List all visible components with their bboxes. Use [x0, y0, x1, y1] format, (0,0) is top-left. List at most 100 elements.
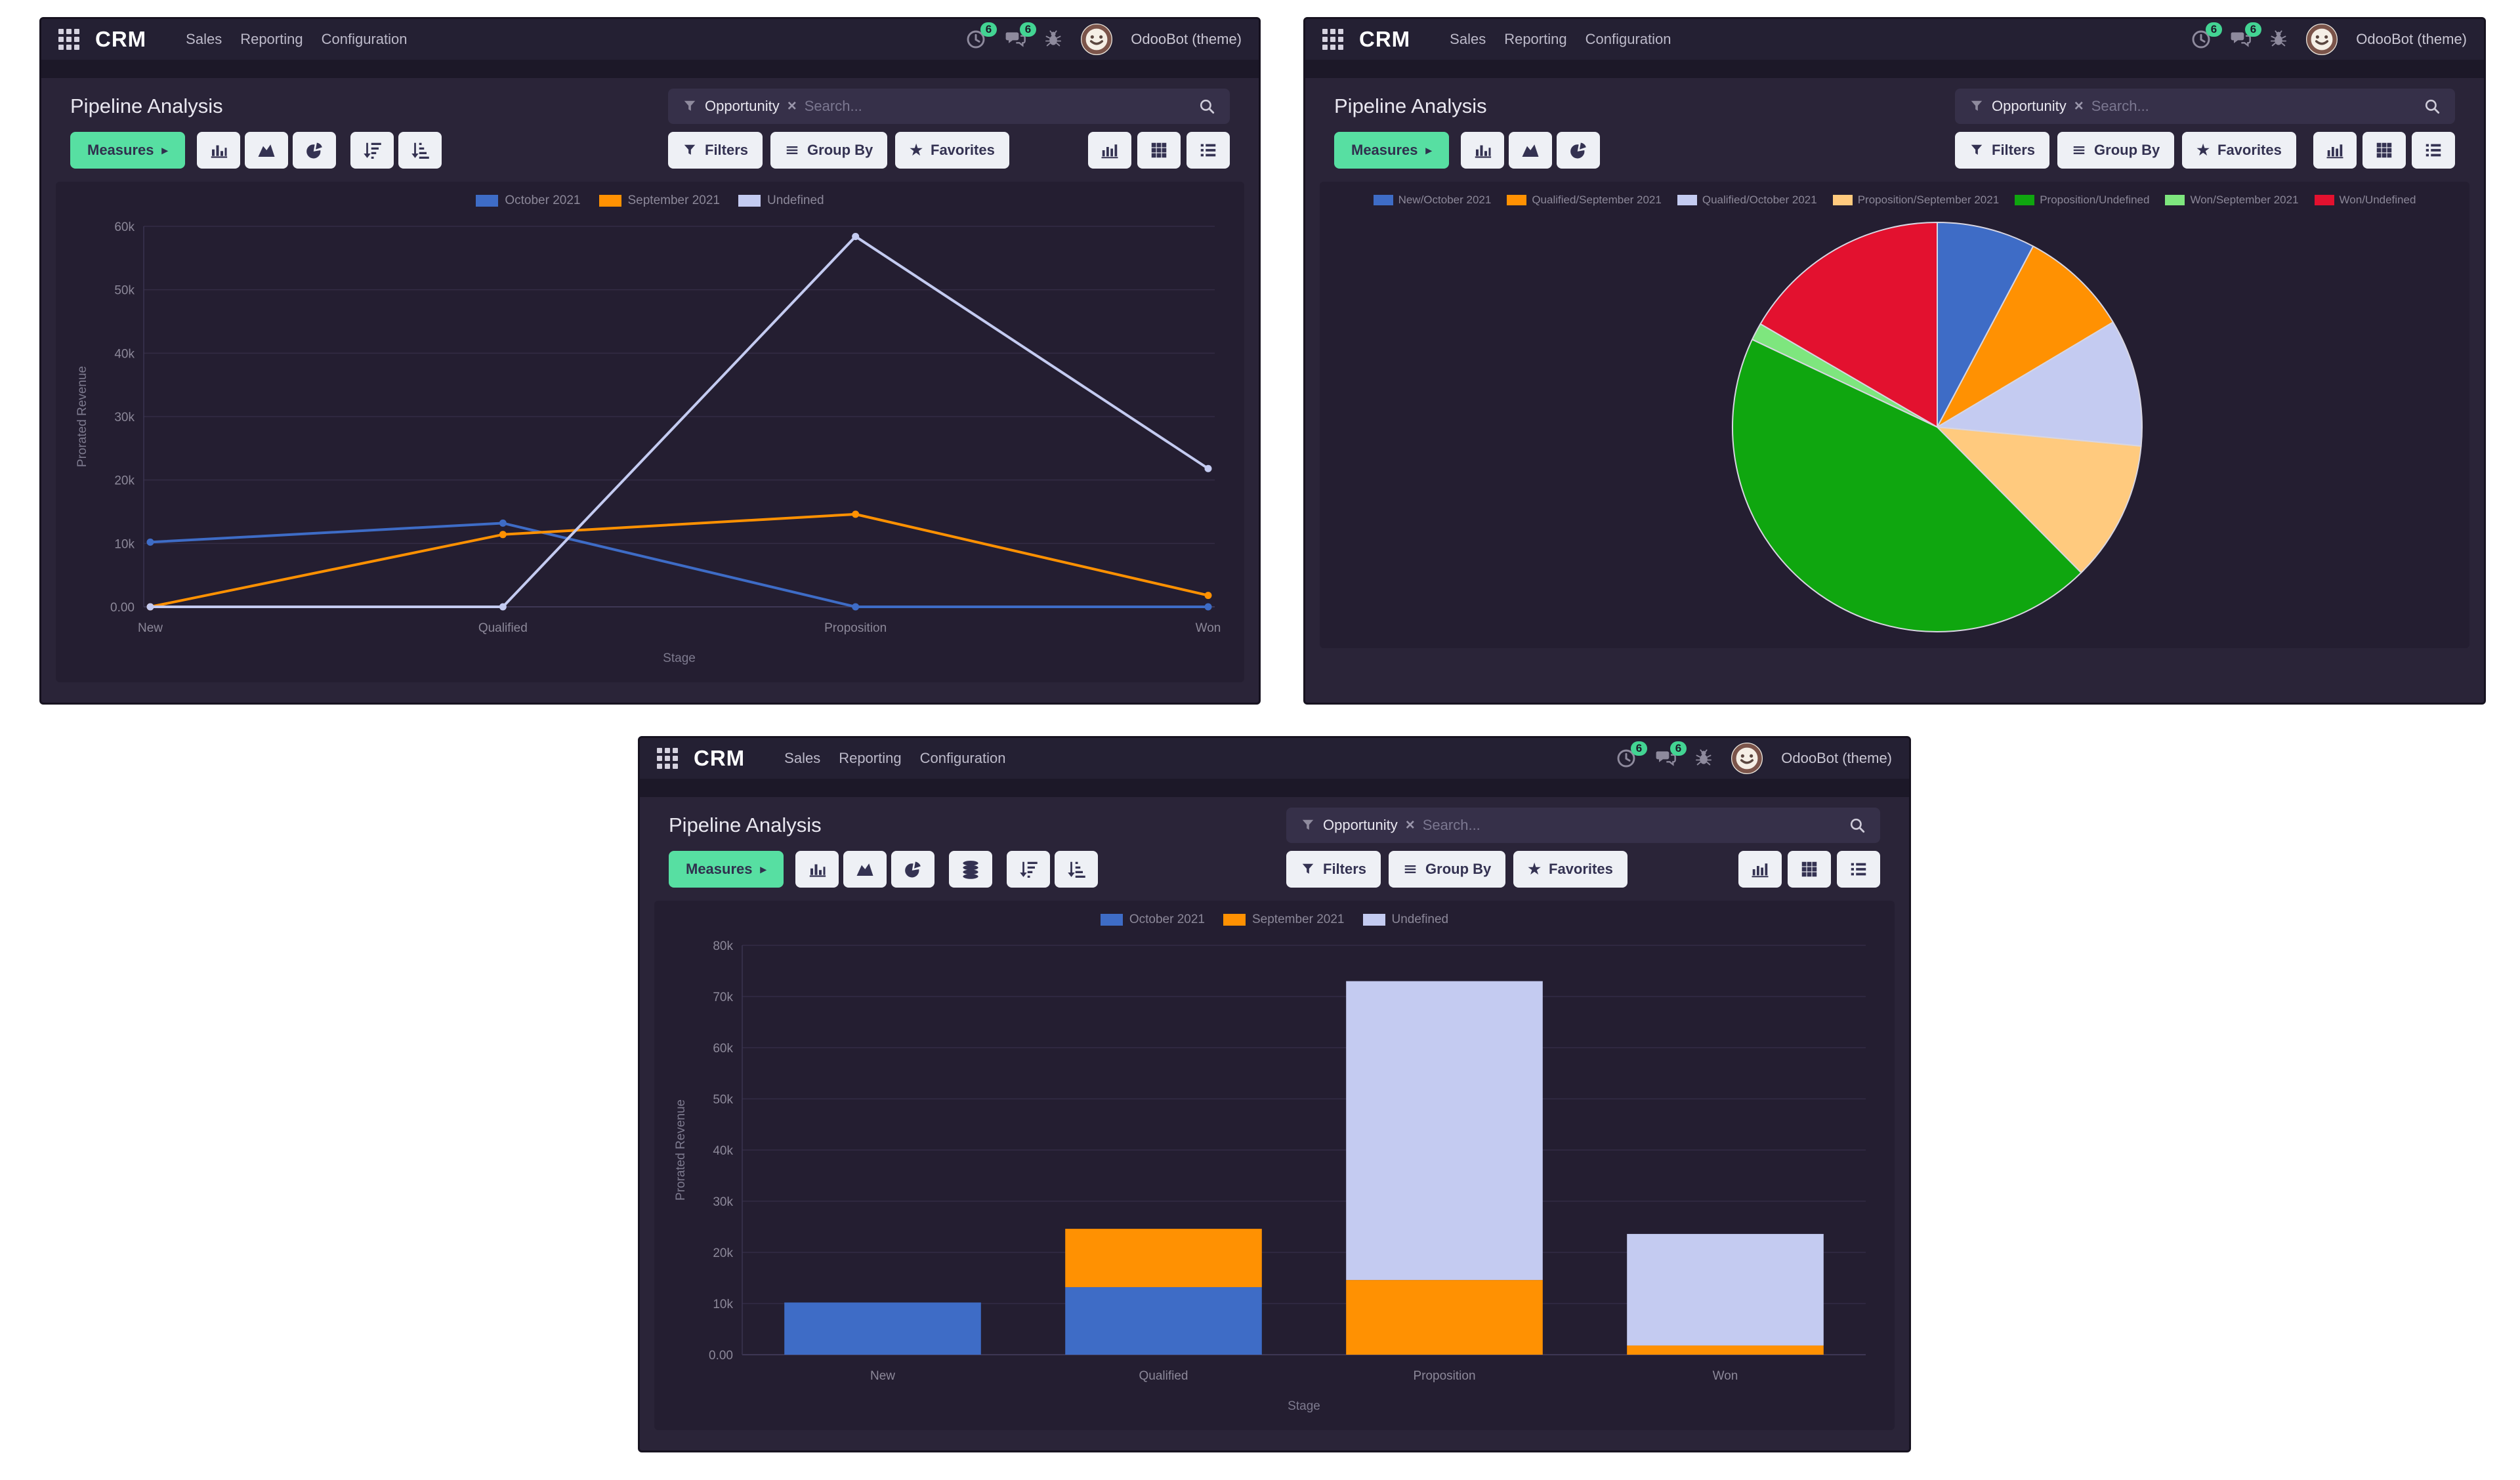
search-placeholder: Search...	[2091, 98, 2149, 114]
activities-icon[interactable]: 6	[2191, 22, 2223, 50]
pie-chart-button[interactable]	[1556, 132, 1600, 169]
search-icon[interactable]	[2424, 98, 2441, 115]
graph-view-button[interactable]	[2313, 132, 2357, 169]
main-menu: Sales Reporting Configuration	[1450, 31, 1671, 48]
pie-chart-button[interactable]	[891, 851, 934, 888]
app-name[interactable]: CRM	[694, 746, 746, 770]
legend-label: October 2021	[1129, 913, 1205, 926]
debug-icon[interactable]	[1044, 29, 1062, 50]
legend-item[interactable]: October 2021	[476, 194, 581, 208]
search-bar[interactable]: Opportunity × Search...	[1955, 89, 2455, 124]
line-chart-button[interactable]	[843, 851, 887, 888]
groupby-button[interactable]: Group By	[1389, 851, 1506, 888]
favorites-button[interactable]: ★ Favorites	[2182, 132, 2296, 169]
menu-sales[interactable]: Sales	[186, 31, 222, 47]
legend-item[interactable]: Won/September 2021	[2165, 194, 2299, 207]
facet-remove-icon[interactable]: ×	[1405, 816, 1415, 834]
filters-button[interactable]: Filters	[1286, 851, 1381, 888]
groupby-button[interactable]: Group By	[2057, 132, 2175, 169]
svg-text:60k: 60k	[713, 1042, 733, 1056]
user-name[interactable]: OdooBot (theme)	[1131, 31, 1242, 47]
user-avatar[interactable]	[1081, 24, 1112, 55]
debug-icon[interactable]	[2269, 29, 2288, 50]
svg-text:Prorated Revenue: Prorated Revenue	[674, 1100, 688, 1201]
measures-button[interactable]: Measures ▸	[669, 851, 784, 888]
facet-remove-icon[interactable]: ×	[787, 97, 797, 115]
user-name[interactable]: OdooBot (theme)	[1781, 750, 1892, 766]
search-icon[interactable]	[1198, 98, 1215, 115]
legend-item[interactable]: Undefined	[1362, 913, 1448, 927]
legend-item[interactable]: Qualified/September 2021	[1507, 194, 1662, 207]
menu-reporting[interactable]: Reporting	[1504, 31, 1567, 47]
list-view-button[interactable]	[1186, 132, 1230, 169]
favorites-button[interactable]: ★ Favorites	[1513, 851, 1628, 888]
apps-menu-icon[interactable]	[1322, 29, 1343, 50]
page-title: Pipeline Analysis	[669, 813, 822, 836]
list-view-button[interactable]	[2412, 132, 2455, 169]
bar-chart-button[interactable]	[196, 132, 240, 169]
debug-icon[interactable]	[1694, 748, 1713, 769]
legend-item[interactable]: Proposition/Undefined	[2015, 194, 2149, 207]
bar-chart-button[interactable]	[795, 851, 839, 888]
legend-item[interactable]: October 2021	[1100, 913, 1205, 927]
legend-item[interactable]: Qualified/October 2021	[1677, 194, 1817, 207]
menu-sales[interactable]: Sales	[1450, 31, 1486, 47]
app-name[interactable]: CRM	[95, 27, 147, 51]
measures-button[interactable]: Measures ▸	[70, 132, 185, 169]
sort-asc-button[interactable]	[1054, 851, 1098, 888]
line-chart-button[interactable]	[1508, 132, 1552, 169]
app-name[interactable]: CRM	[1359, 27, 1411, 51]
list-view-button[interactable]	[1837, 851, 1880, 888]
measures-button[interactable]: Measures ▸	[1334, 132, 1449, 169]
menu-reporting[interactable]: Reporting	[839, 750, 902, 766]
legend-item[interactable]: September 2021	[598, 194, 720, 208]
menu-configuration[interactable]: Configuration	[919, 750, 1006, 766]
sort-desc-button[interactable]	[350, 132, 394, 169]
navbar-shadow	[1305, 60, 2484, 78]
svg-text:New: New	[870, 1369, 895, 1383]
legend-swatch	[1832, 195, 1853, 205]
pie-chart-button[interactable]	[292, 132, 336, 169]
legend-label: Qualified/October 2021	[1702, 194, 1817, 206]
facet-remove-icon[interactable]: ×	[2074, 97, 2084, 115]
search-bar[interactable]: Opportunity × Search...	[1286, 808, 1880, 843]
legend-item[interactable]: Won/Undefined	[2314, 194, 2416, 207]
menu-configuration[interactable]: Configuration	[321, 31, 408, 47]
favorites-button[interactable]: ★ Favorites	[895, 132, 1009, 169]
legend-swatch	[1362, 914, 1385, 926]
messages-icon[interactable]: 6	[1655, 741, 1687, 769]
pivot-view-button[interactable]	[1137, 132, 1181, 169]
filters-button[interactable]: Filters	[668, 132, 763, 169]
apps-menu-icon[interactable]	[657, 748, 678, 769]
activities-icon[interactable]: 6	[1616, 741, 1648, 769]
legend-item[interactable]: September 2021	[1223, 913, 1345, 927]
apps-menu-icon[interactable]	[58, 29, 79, 50]
pivot-view-button[interactable]	[2362, 132, 2406, 169]
sort-desc-button[interactable]	[1006, 851, 1050, 888]
legend-item[interactable]: Proposition/September 2021	[1832, 194, 1999, 207]
legend-item[interactable]: New/October 2021	[1373, 194, 1491, 207]
graph-view-button[interactable]	[1738, 851, 1782, 888]
bar-chart-button[interactable]	[1460, 132, 1504, 169]
activity-badge: 6	[980, 22, 998, 37]
sort-asc-button[interactable]	[398, 132, 442, 169]
line-chart-button[interactable]	[244, 132, 288, 169]
stacked-toggle-button[interactable]	[948, 851, 992, 888]
filters-button[interactable]: Filters	[1955, 132, 2050, 169]
user-name[interactable]: OdooBot (theme)	[2356, 31, 2467, 47]
messages-icon[interactable]: 6	[1005, 22, 1037, 50]
groupby-button[interactable]: Group By	[770, 132, 888, 169]
menu-sales[interactable]: Sales	[784, 750, 821, 766]
menu-reporting[interactable]: Reporting	[240, 31, 303, 47]
user-avatar[interactable]	[2306, 24, 2338, 55]
search-bar[interactable]: Opportunity × Search...	[668, 89, 1230, 124]
legend-item[interactable]: Undefined	[738, 194, 824, 208]
user-avatar[interactable]	[1731, 743, 1763, 774]
pivot-view-button[interactable]	[1788, 851, 1831, 888]
activity-badge: 6	[2205, 22, 2223, 37]
messages-icon[interactable]: 6	[2230, 22, 2262, 50]
search-icon[interactable]	[1849, 817, 1866, 834]
menu-configuration[interactable]: Configuration	[1585, 31, 1671, 47]
activities-icon[interactable]: 6	[965, 22, 998, 50]
graph-view-button[interactable]	[1088, 132, 1131, 169]
